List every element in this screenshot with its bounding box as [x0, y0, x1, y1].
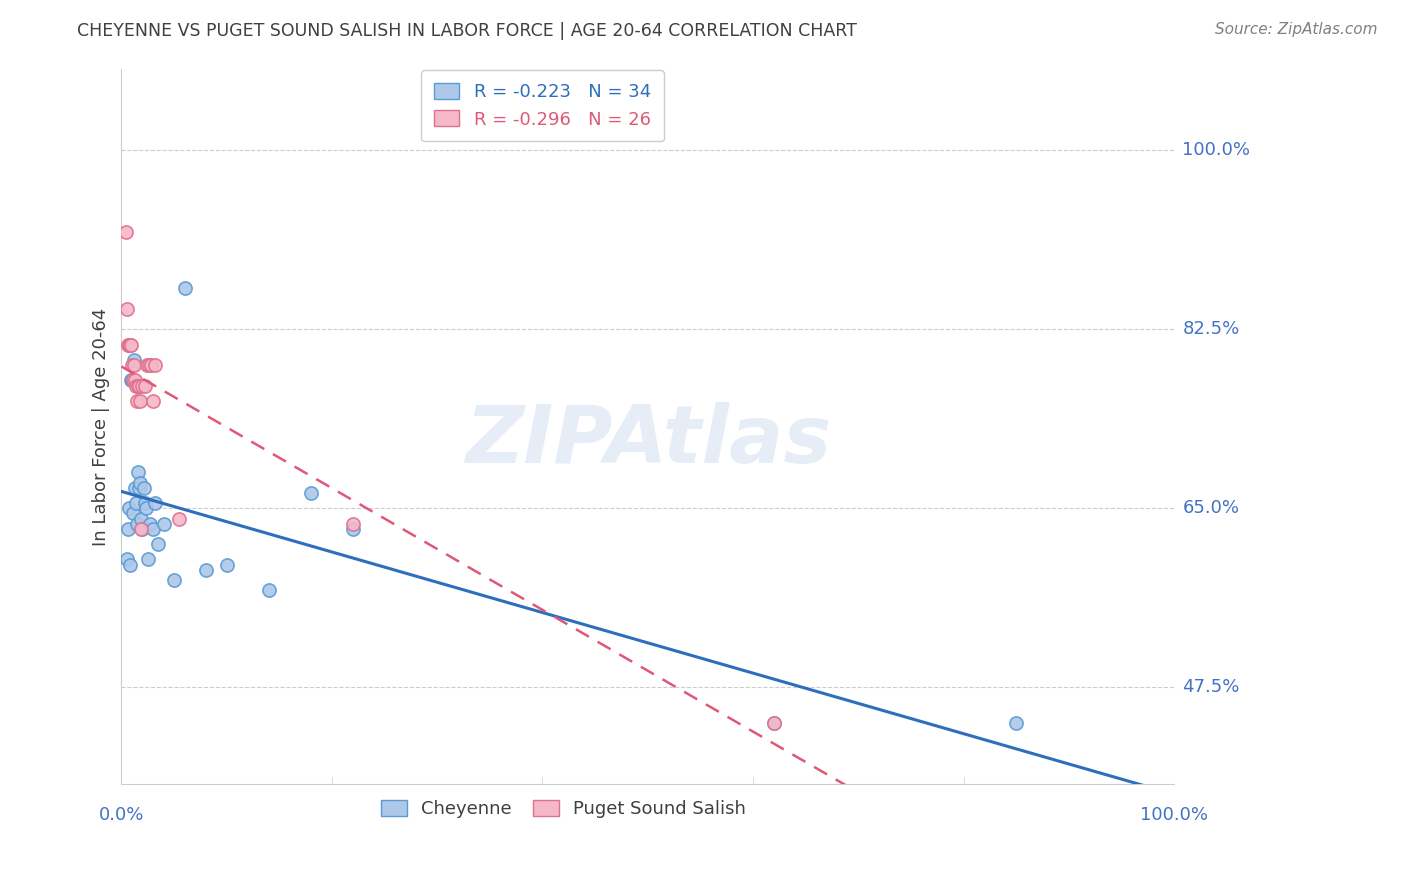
Point	[115, 552, 138, 566]
Point	[120, 374, 142, 388]
Point	[763, 716, 786, 731]
Text: 100.0%: 100.0%	[1140, 805, 1208, 824]
Point	[194, 563, 217, 577]
Point	[128, 378, 150, 392]
Point	[139, 516, 162, 531]
Point	[127, 378, 149, 392]
Point	[135, 358, 157, 372]
Point	[117, 522, 139, 536]
Point	[118, 501, 141, 516]
Point	[125, 378, 148, 392]
Point	[115, 301, 138, 316]
Point	[122, 353, 145, 368]
Point	[342, 516, 364, 531]
Point	[124, 481, 146, 495]
Point	[117, 337, 139, 351]
Point	[135, 501, 157, 516]
Point	[118, 337, 141, 351]
Point	[122, 374, 145, 388]
Point	[134, 496, 156, 510]
Point	[148, 537, 170, 551]
Point	[134, 378, 156, 392]
Point	[299, 486, 322, 500]
Point	[127, 466, 149, 480]
Point	[215, 558, 238, 572]
Point	[118, 558, 141, 572]
Point	[1005, 716, 1028, 731]
Point	[139, 358, 162, 372]
Point	[114, 225, 136, 239]
Point	[136, 552, 159, 566]
Point	[131, 522, 153, 536]
Point	[342, 522, 364, 536]
Point	[163, 573, 186, 587]
Legend: Cheyenne, Puget Sound Salish: Cheyenne, Puget Sound Salish	[374, 793, 754, 825]
Point	[118, 337, 141, 351]
Point	[120, 337, 142, 351]
Point	[257, 583, 280, 598]
Point	[142, 522, 165, 536]
Text: 82.5%: 82.5%	[1182, 320, 1240, 338]
Point	[131, 522, 153, 536]
Point	[763, 716, 786, 731]
Point	[121, 374, 143, 388]
Point	[122, 358, 145, 372]
Point	[122, 507, 145, 521]
Text: 0.0%: 0.0%	[98, 805, 145, 824]
Point	[121, 358, 143, 372]
Point	[127, 393, 149, 408]
Point	[142, 393, 165, 408]
Text: 100.0%: 100.0%	[1182, 141, 1250, 160]
Point	[129, 475, 152, 490]
Point	[125, 496, 148, 510]
Point	[169, 511, 191, 525]
Point	[132, 481, 155, 495]
Text: Source: ZipAtlas.com: Source: ZipAtlas.com	[1215, 22, 1378, 37]
Y-axis label: In Labor Force | Age 20-64: In Labor Force | Age 20-64	[93, 308, 110, 546]
Point	[143, 358, 166, 372]
Point	[128, 481, 150, 495]
Text: 47.5%: 47.5%	[1182, 678, 1240, 697]
Text: CHEYENNE VS PUGET SOUND SALISH IN LABOR FORCE | AGE 20-64 CORRELATION CHART: CHEYENNE VS PUGET SOUND SALISH IN LABOR …	[77, 22, 858, 40]
Point	[143, 496, 166, 510]
Text: ZIPAtlas: ZIPAtlas	[464, 401, 831, 480]
Point	[129, 393, 152, 408]
Point	[127, 516, 149, 531]
Point	[173, 281, 195, 295]
Point	[152, 516, 174, 531]
Text: 65.0%: 65.0%	[1182, 500, 1240, 517]
Point	[131, 511, 153, 525]
Point	[131, 378, 153, 392]
Point	[138, 358, 160, 372]
Point	[124, 374, 146, 388]
